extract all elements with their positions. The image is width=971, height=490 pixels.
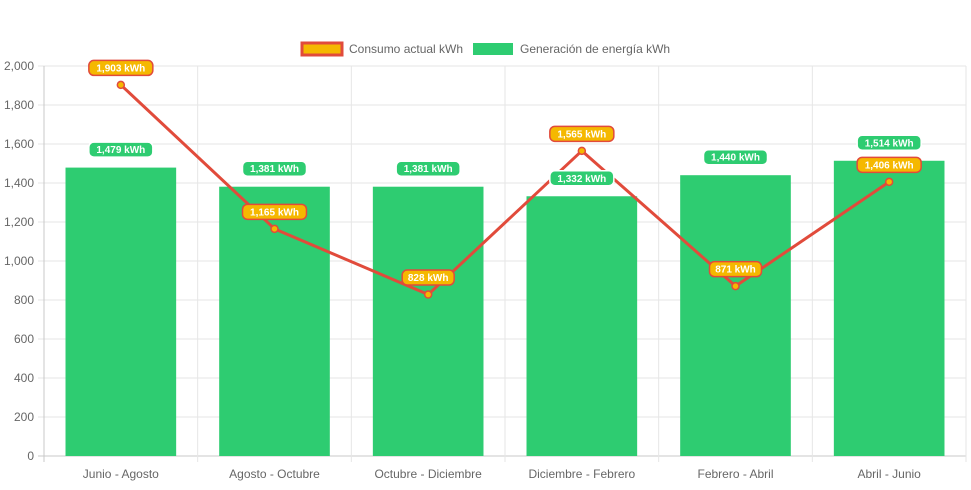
bar-generacion[interactable] (680, 175, 791, 456)
data-label-generacion: 1,440 kWh (711, 153, 760, 164)
point-consumo[interactable] (270, 224, 279, 234)
point-consumo[interactable] (731, 281, 740, 291)
data-label-consumo: 1,406 kWh (865, 160, 914, 171)
bar-generacion[interactable] (526, 196, 638, 456)
data-label-generacion-badge (395, 160, 461, 177)
y-tick-label: 800 (14, 293, 34, 307)
data-label-generacion: 1,381 kWh (250, 164, 299, 175)
data-label-consumo-badge (401, 269, 455, 286)
data-label-generacion-badge (856, 134, 922, 152)
legend-label-consumo[interactable]: Consumo actual kWh (349, 42, 463, 56)
x-tick-label: Agosto - Octubre (229, 467, 320, 481)
bar-generacion[interactable] (65, 167, 177, 456)
bar-generacion[interactable] (372, 186, 484, 456)
y-tick-label: 1,200 (4, 215, 34, 229)
legend-swatch-generacion[interactable] (473, 43, 513, 55)
data-label-generacion-badge (241, 160, 308, 177)
y-tick-label: 0 (27, 449, 34, 463)
data-label-consumo-badge (708, 260, 763, 278)
data-label-generacion: 1,514 kWh (865, 138, 914, 149)
point-consumo[interactable] (116, 80, 126, 90)
data-label-generacion-badge (702, 148, 769, 166)
data-label-consumo: 828 kWh (408, 273, 449, 284)
legend-label-generacion[interactable]: Generación de energía kWh (520, 42, 670, 56)
point-consumo[interactable] (884, 177, 894, 187)
data-label-generacion: 1,381 kWh (404, 164, 453, 175)
data-label-generacion-badge (88, 141, 154, 158)
point-consumo[interactable] (423, 290, 433, 299)
data-label-consumo-badge (549, 125, 615, 143)
point-consumo[interactable] (577, 146, 587, 156)
data-label-consumo-badge (856, 156, 922, 174)
data-label-generacion: 1,332 kWh (557, 174, 606, 185)
data-label-consumo: 1,565 kWh (557, 129, 606, 140)
x-tick-label: Abril - Junio (857, 467, 921, 481)
y-tick-label: 1,600 (4, 137, 34, 151)
data-label-consumo: 1,165 kWh (250, 207, 299, 218)
y-tick-label: 2,000 (4, 59, 34, 73)
x-tick-label: Junio - Agosto (83, 467, 159, 481)
bar-generacion[interactable] (833, 160, 945, 456)
x-tick-label: Diciembre - Febrero (528, 467, 635, 481)
data-label-generacion: 1,479 kWh (96, 145, 145, 156)
data-label-consumo: 1,903 kWh (96, 63, 145, 74)
data-label-consumo-badge (88, 59, 154, 77)
data-label-generacion-badge (549, 170, 615, 187)
y-tick-label: 1,800 (4, 98, 34, 112)
x-tick-label: Octubre - Diciembre (374, 467, 482, 481)
y-tick-label: 400 (14, 371, 34, 385)
data-label-consumo-badge (241, 203, 308, 221)
x-tick-label: Febrero - Abril (697, 467, 773, 481)
y-tick-label: 1,400 (4, 176, 34, 190)
y-tick-label: 1,000 (4, 254, 34, 268)
legend-swatch-consumo[interactable] (300, 41, 344, 57)
y-tick-label: 600 (14, 332, 34, 346)
y-tick-label: 200 (14, 410, 34, 424)
data-label-consumo: 871 kWh (715, 265, 756, 276)
